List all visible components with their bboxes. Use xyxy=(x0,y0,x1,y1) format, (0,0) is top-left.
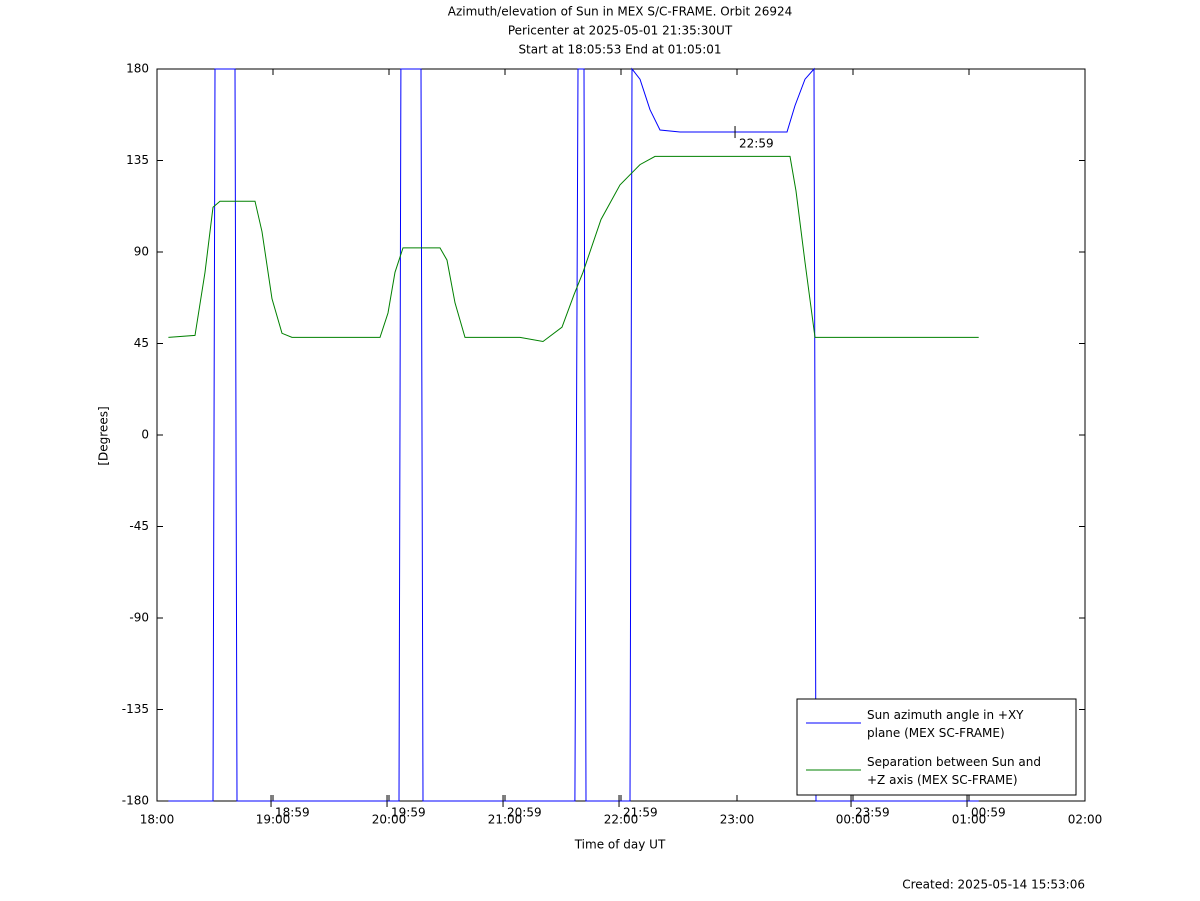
x-tick-label: 20:00 xyxy=(372,813,407,827)
y-tick-label: 180 xyxy=(126,62,149,76)
legend-box xyxy=(796,698,1077,796)
y-tick-label: 90 xyxy=(134,245,149,259)
annotation-text: 20:59 xyxy=(507,806,542,820)
x-tick-label: 21:00 xyxy=(488,813,523,827)
y-tick-label: -45 xyxy=(129,519,149,533)
annotation-text: 21:59 xyxy=(623,806,658,820)
annotation-text: 18:59 xyxy=(275,806,310,820)
series-line xyxy=(168,155,979,343)
x-tick-label: 18:00 xyxy=(140,813,175,827)
legend-label: Separation between Sun and +Z axis (MEX S… xyxy=(867,755,1041,787)
chart-title: Azimuth/elevation of Sun in MEX S/C-FRAM… xyxy=(448,5,793,19)
y-tick-label: -180 xyxy=(122,794,149,808)
x-tick-label: 19:00 xyxy=(256,813,291,827)
annotation-text: 23:59 xyxy=(855,806,890,820)
y-tick-label: 0 xyxy=(141,428,149,442)
chart-subtitle: Start at 18:05:53 End at 01:05:01 xyxy=(518,43,721,57)
legend-label: Sun azimuth angle in +XY plane (MEX SC-FR… xyxy=(867,708,1024,740)
x-tick-label: 22:00 xyxy=(604,813,639,827)
x-tick-label: 02:00 xyxy=(1068,813,1103,827)
annotation-text: 22:59 xyxy=(739,137,774,151)
x-tick-label: 23:00 xyxy=(720,813,755,827)
y-tick-label: -135 xyxy=(122,702,149,716)
y-axis-label: [Degrees] xyxy=(97,406,111,465)
footer: Created: 2025-05-14 15:53:06 xyxy=(902,878,1085,892)
annotation-text: 19:59 xyxy=(391,806,426,820)
chart-subtitle: Pericenter at 2025-05-01 21:35:30UT xyxy=(508,24,733,38)
y-tick-label: -90 xyxy=(129,611,149,625)
plot-frame xyxy=(156,68,1086,802)
x-axis-label: Time of day UT xyxy=(574,838,666,852)
x-tick-label: 00:00 xyxy=(836,813,871,827)
y-tick-label: 135 xyxy=(126,153,149,167)
annotation-text: 00:59 xyxy=(971,806,1006,820)
series-line xyxy=(168,67,979,802)
y-tick-label: 45 xyxy=(134,336,149,350)
x-tick-label: 01:00 xyxy=(952,813,987,827)
